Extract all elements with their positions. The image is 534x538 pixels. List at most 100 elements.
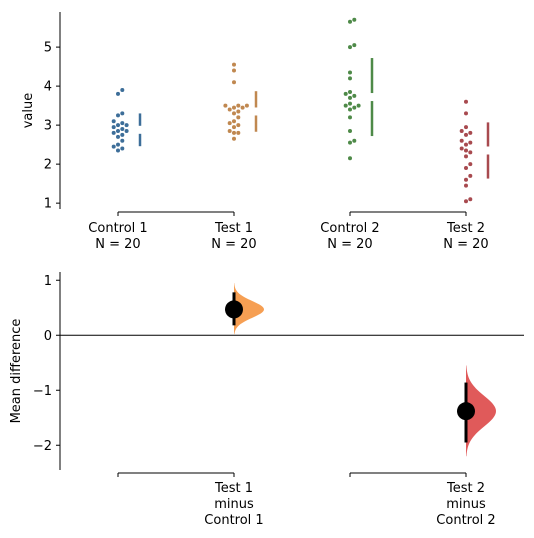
data-point bbox=[464, 154, 468, 159]
data-point bbox=[348, 19, 352, 24]
data-point bbox=[120, 127, 125, 132]
x-tick-label: Control 1 bbox=[88, 221, 147, 236]
mean-difference-point bbox=[457, 402, 475, 421]
data-point bbox=[348, 95, 352, 100]
data-point bbox=[459, 146, 464, 151]
y-tick-label: 0 bbox=[44, 329, 52, 344]
data-point bbox=[459, 128, 464, 133]
data-point bbox=[111, 130, 116, 135]
data-point bbox=[352, 43, 357, 48]
data-point bbox=[468, 150, 473, 155]
data-point bbox=[464, 166, 468, 171]
data-point bbox=[116, 128, 120, 133]
data-point bbox=[116, 134, 120, 139]
data-point bbox=[232, 80, 236, 85]
data-point bbox=[464, 111, 468, 116]
data-point bbox=[232, 62, 236, 67]
y-tick-label: −2 bbox=[33, 439, 52, 454]
data-point bbox=[459, 138, 464, 143]
data-point bbox=[124, 128, 129, 133]
data-point bbox=[116, 91, 120, 96]
data-point bbox=[236, 115, 241, 120]
x-tick-n-label: N = 20 bbox=[443, 237, 488, 252]
data-point bbox=[343, 103, 348, 108]
data-point bbox=[232, 105, 236, 110]
contrast-label: Control 2 bbox=[436, 513, 495, 528]
y-tick-label: 1 bbox=[44, 197, 52, 212]
data-point bbox=[348, 107, 352, 112]
y-tick-label: 4 bbox=[44, 80, 52, 95]
data-point bbox=[468, 140, 473, 145]
bootstrap-distribution bbox=[234, 283, 264, 335]
y-tick-label: 3 bbox=[44, 119, 52, 134]
contrast-label: minus bbox=[214, 497, 254, 512]
data-point bbox=[111, 119, 116, 124]
data-point bbox=[348, 156, 352, 161]
data-point bbox=[464, 132, 468, 137]
data-point bbox=[116, 113, 120, 118]
data-point bbox=[348, 76, 352, 81]
data-point bbox=[356, 103, 361, 108]
contrast-label: Test 1 bbox=[214, 481, 253, 496]
data-point bbox=[227, 121, 232, 126]
data-point bbox=[468, 197, 473, 202]
data-point bbox=[352, 17, 357, 22]
y-axis-label: value bbox=[21, 93, 36, 129]
data-point bbox=[348, 140, 352, 145]
x-tick-n-label: N = 20 bbox=[327, 237, 372, 252]
data-point bbox=[227, 128, 232, 133]
data-point bbox=[236, 103, 241, 108]
x-tick-n-label: N = 20 bbox=[211, 237, 256, 252]
data-point bbox=[348, 45, 352, 50]
contrast-label: Control 1 bbox=[204, 513, 263, 528]
data-point bbox=[348, 128, 352, 133]
data-point bbox=[116, 142, 120, 147]
x-tick-label: Test 1 bbox=[214, 221, 253, 236]
data-point bbox=[120, 111, 125, 116]
y-tick-label: 1 bbox=[44, 274, 52, 289]
data-point bbox=[227, 107, 232, 112]
data-point bbox=[120, 138, 125, 143]
y-axis-label: Mean difference bbox=[9, 319, 24, 424]
data-point bbox=[352, 105, 357, 110]
bootstrap-distribution bbox=[466, 365, 496, 457]
data-point bbox=[236, 123, 241, 128]
data-point bbox=[111, 125, 116, 130]
data-point bbox=[464, 177, 468, 182]
data-point bbox=[468, 173, 473, 178]
data-point bbox=[116, 148, 120, 153]
data-point bbox=[468, 130, 473, 135]
y-tick-label: 2 bbox=[44, 158, 52, 173]
x-tick-n-label: N = 20 bbox=[95, 237, 140, 252]
data-point bbox=[464, 183, 468, 188]
data-point bbox=[232, 130, 236, 135]
data-point bbox=[236, 130, 241, 135]
data-point bbox=[116, 123, 120, 128]
y-tick-label: 5 bbox=[44, 41, 52, 56]
contrast-label: Test 2 bbox=[446, 481, 485, 496]
contrast-label: minus bbox=[446, 497, 486, 512]
data-point bbox=[120, 132, 125, 137]
data-point bbox=[223, 103, 228, 108]
data-point bbox=[343, 91, 348, 96]
data-point bbox=[352, 93, 357, 98]
data-point bbox=[232, 68, 236, 73]
data-point bbox=[120, 88, 125, 93]
data-point bbox=[236, 109, 241, 114]
mean-difference-point bbox=[225, 300, 243, 319]
data-point bbox=[111, 144, 116, 149]
data-point bbox=[464, 142, 468, 147]
data-point bbox=[348, 101, 352, 106]
data-point bbox=[464, 125, 468, 130]
data-point bbox=[124, 123, 129, 128]
data-point bbox=[232, 125, 236, 130]
data-point bbox=[348, 70, 352, 75]
data-point bbox=[232, 136, 236, 141]
data-point bbox=[348, 89, 352, 94]
x-tick-label: Control 2 bbox=[320, 221, 379, 236]
data-point bbox=[468, 162, 473, 167]
data-point bbox=[352, 138, 357, 143]
